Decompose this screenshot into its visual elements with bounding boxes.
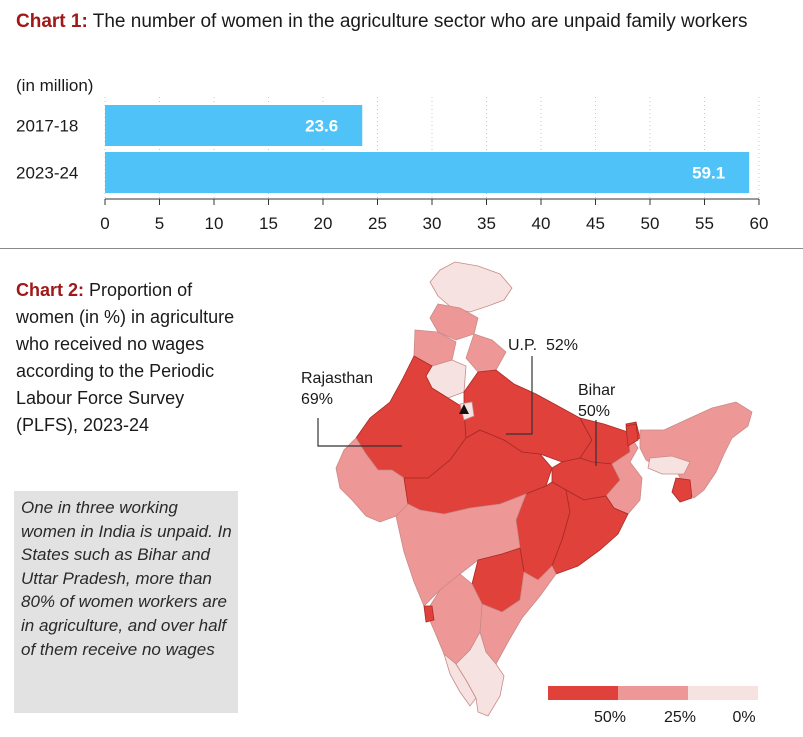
legend-label-high: 50% <box>594 709 626 726</box>
chart2-title-block: Chart 2: Proportion of women (in %) in a… <box>16 277 246 439</box>
legend-label-low: 0% <box>732 709 755 726</box>
map-region-jk <box>429 261 513 313</box>
legend-swatch-mid <box>618 686 688 700</box>
map-region-northeast <box>639 401 753 499</box>
x-tick-label: 55 <box>695 214 714 233</box>
map-region-hp <box>429 303 479 341</box>
india-map: Rajasthan 69% U.P. 52% Bihar 50% 50% 25%… <box>301 261 758 726</box>
bar-chart: 2017-18 23.6 2023-24 59.1 0 5 10 15 20 25 30 35 40 4… <box>16 97 769 233</box>
annotation-rajasthan-value: 69% <box>301 391 333 408</box>
map-region-gujarat <box>335 437 409 523</box>
x-tick-label: 5 <box>155 214 164 233</box>
chart-divider <box>0 248 803 249</box>
x-tick-label: 15 <box>259 214 278 233</box>
x-tick-label: 10 <box>205 214 224 233</box>
map-region-meghalaya <box>647 455 691 475</box>
map-region-uttarakhand <box>465 333 507 373</box>
map-region-goa <box>423 605 435 623</box>
bar-value-label: 23.6 <box>305 117 338 136</box>
x-tick-label: 35 <box>477 214 496 233</box>
delhi-marker <box>459 404 469 414</box>
category-label: 2017-18 <box>16 117 78 136</box>
bar-2017-18 <box>105 105 363 146</box>
chart1-title: The number of women in the agriculture s… <box>92 11 748 32</box>
x-tick-label: 60 <box>750 214 769 233</box>
up-leader-line <box>506 356 533 435</box>
chart1-label: Chart 1: <box>16 11 88 32</box>
legend-label-mid: 25% <box>664 709 696 726</box>
x-tick-label: 50 <box>641 214 660 233</box>
chart1-unit: (in million) <box>16 76 94 95</box>
annotation-up-state: U.P. <box>508 337 537 354</box>
chart1-title-block: Chart 1: The number of women in the agri… <box>16 8 786 36</box>
annotation-rajasthan-state: Rajasthan <box>301 370 373 387</box>
category-label: 2023-24 <box>16 164 78 183</box>
annotation-up-value: 52% <box>546 337 578 354</box>
map-region-tn <box>455 630 505 717</box>
annotation-bihar-state: Bihar <box>578 382 616 399</box>
chart2-label: Chart 2: <box>16 280 85 300</box>
x-tick-label: 30 <box>423 214 442 233</box>
x-tick-label: 40 <box>532 214 551 233</box>
annotation-bihar-value: 50% <box>578 403 610 420</box>
x-tick-label: 0 <box>100 214 109 233</box>
bar-2023-24 <box>105 152 750 193</box>
chart2-title: Proportion of women (in %) in agricultur… <box>16 280 235 435</box>
map-region-arunachal <box>625 423 639 447</box>
x-tick-label: 20 <box>314 214 333 233</box>
x-tick-label: 25 <box>368 214 387 233</box>
rajasthan-leader-line <box>317 418 402 447</box>
map-region-tripura <box>671 477 693 503</box>
legend-swatch-high <box>548 686 618 700</box>
note-box: One in three working women in India is u… <box>14 491 238 713</box>
x-tick-label: 45 <box>586 214 605 233</box>
legend-swatch-low <box>688 686 758 700</box>
map-region-odisha <box>551 489 629 575</box>
bar-chart-bars: 2017-18 23.6 2023-24 59.1 <box>16 105 750 193</box>
bar-chart-x-axis: 0 5 10 15 20 25 30 35 40 45 50 55 60 <box>100 198 769 233</box>
bar-value-label: 59.1 <box>692 164 725 183</box>
